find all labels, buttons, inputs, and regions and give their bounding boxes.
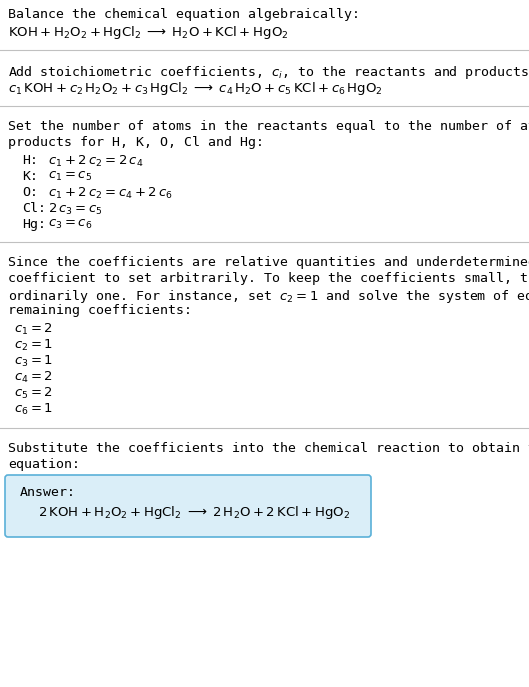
Text: remaining coefficients:: remaining coefficients: [8,304,192,317]
Text: Hg:: Hg: [22,218,46,231]
Text: $c_5 = 2$: $c_5 = 2$ [14,386,53,401]
Text: Since the coefficients are relative quantities and underdetermined, choose a: Since the coefficients are relative quan… [8,256,529,269]
Text: K:: K: [22,170,38,183]
Text: products for H, K, O, Cl and Hg:: products for H, K, O, Cl and Hg: [8,136,264,149]
Text: $c_1 + 2\,c_2 = c_4 + 2\,c_6$: $c_1 + 2\,c_2 = c_4 + 2\,c_6$ [48,186,173,201]
Text: $c_4 = 2$: $c_4 = 2$ [14,370,53,385]
Text: $c_6 = 1$: $c_6 = 1$ [14,402,53,417]
Text: H:: H: [22,154,38,167]
Text: $c_1 + 2\,c_2 = 2\,c_4$: $c_1 + 2\,c_2 = 2\,c_4$ [48,154,143,169]
Text: Substitute the coefficients into the chemical reaction to obtain the balanced: Substitute the coefficients into the che… [8,442,529,455]
Text: Balance the chemical equation algebraically:: Balance the chemical equation algebraica… [8,8,360,21]
Text: Add stoichiometric coefficients, $c_i$, to the reactants and products:: Add stoichiometric coefficients, $c_i$, … [8,64,529,81]
Text: O:: O: [22,186,38,199]
Text: $c_3 = 1$: $c_3 = 1$ [14,354,53,369]
Text: ordinarily one. For instance, set $c_2 = 1$ and solve the system of equations fo: ordinarily one. For instance, set $c_2 =… [8,288,529,305]
Text: $2\,\mathrm{KOH + H_2O_2 + HgCl_2} \;\longrightarrow\; \mathrm{2\,H_2O + 2\,KCl : $2\,\mathrm{KOH + H_2O_2 + HgCl_2} \;\lo… [38,504,350,521]
Text: $c_3 = c_6$: $c_3 = c_6$ [48,218,93,231]
Text: $c_1\,\mathrm{KOH} + c_2\,\mathrm{H_2O_2} + c_3\,\mathrm{HgCl_2} \;\longrightarr: $c_1\,\mathrm{KOH} + c_2\,\mathrm{H_2O_2… [8,80,382,97]
Text: Answer:: Answer: [20,486,76,499]
Text: $c_2 = 1$: $c_2 = 1$ [14,338,53,353]
FancyBboxPatch shape [5,475,371,537]
Text: equation:: equation: [8,458,80,471]
Text: Cl:: Cl: [22,202,46,215]
Text: Set the number of atoms in the reactants equal to the number of atoms in the: Set the number of atoms in the reactants… [8,120,529,133]
Text: $c_1 = 2$: $c_1 = 2$ [14,322,53,337]
Text: $c_1 = c_5$: $c_1 = c_5$ [48,170,92,183]
Text: $2\,c_3 = c_5$: $2\,c_3 = c_5$ [48,202,103,217]
Text: $\mathrm{KOH + H_2O_2 + HgCl_2} \;\longrightarrow\; \mathrm{H_2O + KCl + HgO_2}$: $\mathrm{KOH + H_2O_2 + HgCl_2} \;\longr… [8,24,288,41]
Text: coefficient to set arbitrarily. To keep the coefficients small, the arbitrary va: coefficient to set arbitrarily. To keep … [8,272,529,285]
